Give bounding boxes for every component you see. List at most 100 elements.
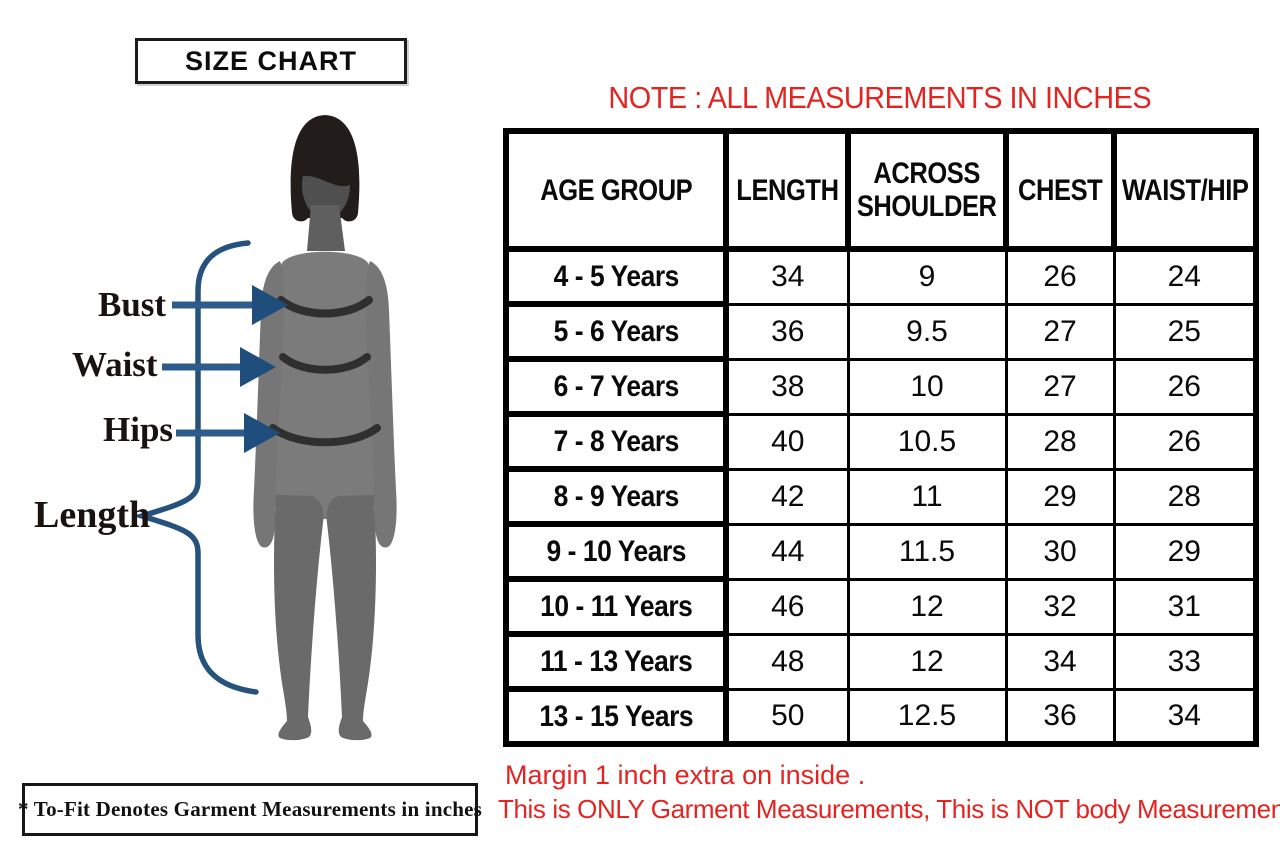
cell-age-group: 10 - 11 Years [503, 576, 729, 637]
cell-across-shoulder: 9 [846, 247, 1008, 306]
cell-across-shoulder: 11 [846, 467, 1008, 526]
cell-length: 40 [724, 412, 850, 471]
age-group-text: 6 - 7 Years [553, 369, 679, 403]
size-chart-title: SIZE CHART [185, 45, 357, 76]
waist-label: Waist [72, 345, 158, 384]
cell-across-shoulder: 10 [846, 357, 1008, 416]
table-row: 6 - 7 Years 38 10 27 26 [503, 356, 1258, 417]
cell-across-shoulder: 10.5 [846, 412, 1008, 471]
length-brace-icon [132, 240, 259, 695]
waist-arrow-icon [162, 347, 276, 387]
cell-length: 46 [724, 577, 850, 636]
header-row: AGE GROUP LENGTH ACROSS SHOULDER CHEST W… [503, 128, 1259, 252]
age-group-text: 13 - 15 Years [539, 699, 693, 733]
cell-waist-hip: 26 [1112, 357, 1258, 416]
torso [266, 251, 384, 519]
cell-length: 36 [724, 302, 850, 361]
cell-age-group: 7 - 8 Years [503, 411, 729, 472]
measurements-note-text: NOTE : ALL MEASUREMENTS IN INCHES [608, 80, 1152, 115]
age-group-text: 4 - 5 Years [553, 259, 679, 293]
bust-band [277, 296, 373, 318]
cell-chest: 34 [1004, 632, 1116, 691]
col-header-age-group: AGE GROUP [503, 128, 729, 252]
size-chart-title-box: SIZE CHART [135, 38, 407, 84]
cell-waist-hip: 28 [1112, 467, 1258, 526]
length-label: Length [34, 494, 151, 536]
cell-age-group: 13 - 15 Years [503, 686, 729, 747]
table-row: 5 - 6 Years 36 9.5 27 25 [503, 301, 1258, 362]
col-header-across-shoulder: ACROSS SHOULDER [845, 128, 1009, 252]
child-silhouette [253, 115, 397, 741]
hair-fringe [300, 144, 352, 187]
age-group-text: 5 - 6 Years [553, 314, 679, 348]
cell-length: 44 [724, 522, 850, 581]
bust-arrow-icon [172, 285, 288, 325]
cell-waist-hip: 34 [1112, 687, 1258, 746]
cell-waist-hip: 29 [1112, 522, 1258, 581]
cell-across-shoulder: 9.5 [846, 302, 1008, 361]
cell-age-group: 4 - 5 Years [503, 246, 729, 307]
table-row: 9 - 10 Years 44 11.5 30 29 [503, 521, 1258, 582]
cell-chest: 26 [1004, 247, 1116, 306]
cell-across-shoulder: 12 [846, 632, 1008, 691]
age-group-text: 10 - 11 Years [539, 589, 693, 623]
col-header-text: AGE GROUP [539, 173, 693, 207]
hips-label: Hips [103, 410, 174, 449]
footnote-text: * To-Fit Denotes Garment Measurements in… [18, 797, 482, 821]
col-header-text: ACROSS SHOULDER [857, 157, 997, 223]
margin-note: Margin 1 inch extra on inside . [505, 760, 866, 790]
cell-waist-hip: 31 [1112, 577, 1258, 636]
cell-across-shoulder: 12 [846, 577, 1008, 636]
child-silhouette-diagram [132, 115, 397, 741]
table-row: 8 - 9 Years 42 11 29 28 [503, 466, 1258, 527]
cell-length: 34 [724, 247, 850, 306]
cell-chest: 28 [1004, 412, 1116, 471]
cell-chest: 30 [1004, 522, 1116, 581]
cell-waist-hip: 25 [1112, 302, 1258, 361]
table-row: 13 - 15 Years 50 12.5 36 34 [503, 686, 1258, 747]
right-leg [326, 495, 376, 741]
col-header-text: LENGTH [735, 173, 839, 207]
cell-chest: 29 [1004, 467, 1116, 526]
cell-chest: 27 [1004, 302, 1116, 361]
right-arm [365, 261, 397, 548]
cell-age-group: 8 - 9 Years [503, 466, 729, 527]
cell-waist-hip: 33 [1112, 632, 1258, 691]
hips-arrow-icon [176, 413, 280, 453]
cell-chest: 32 [1004, 577, 1116, 636]
age-group-text: 7 - 8 Years [553, 424, 679, 458]
table-row: 7 - 8 Years 40 10.5 28 26 [503, 411, 1258, 472]
cell-age-group: 5 - 6 Years [503, 301, 729, 362]
age-group-text: 9 - 10 Years [546, 534, 686, 568]
cell-chest: 36 [1004, 687, 1116, 746]
cell-length: 50 [724, 687, 850, 746]
cell-length: 42 [724, 467, 850, 526]
cell-across-shoulder: 12.5 [846, 687, 1008, 746]
col-header-waist-hip: WAIST/HIP [1111, 128, 1259, 252]
col-header-chest: CHEST [1003, 128, 1117, 252]
table-row: 4 - 5 Years 34 9 26 24 [503, 246, 1258, 307]
cell-length: 48 [724, 632, 850, 691]
waist-band [279, 353, 371, 374]
table-row: 11 - 13 Years 48 12 34 33 [503, 631, 1258, 692]
left-leg [274, 495, 324, 741]
neck [307, 205, 345, 251]
hips-band [269, 424, 381, 447]
cell-age-group: 11 - 13 Years [503, 631, 729, 692]
left-arm [253, 261, 285, 548]
table-row: 10 - 11 Years 46 12 32 31 [503, 576, 1258, 637]
cell-waist-hip: 26 [1112, 412, 1258, 471]
cell-age-group: 6 - 7 Years [503, 356, 729, 417]
size-table: AGE GROUP LENGTH ACROSS SHOULDER CHEST W… [503, 128, 1259, 747]
cell-across-shoulder: 11.5 [846, 522, 1008, 581]
cell-length: 38 [724, 357, 850, 416]
cell-chest: 27 [1004, 357, 1116, 416]
age-group-text: 11 - 13 Years [539, 644, 693, 678]
measurements-note: NOTE : ALL MEASUREMENTS IN INCHES [504, 80, 1256, 116]
cell-age-group: 9 - 10 Years [503, 521, 729, 582]
garment-measurement-note: This is ONLY Garment Measurements, This … [498, 794, 1280, 824]
age-group-text: 8 - 9 Years [553, 479, 679, 513]
cell-waist-hip: 24 [1112, 247, 1258, 306]
col-header-length: LENGTH [723, 128, 851, 252]
